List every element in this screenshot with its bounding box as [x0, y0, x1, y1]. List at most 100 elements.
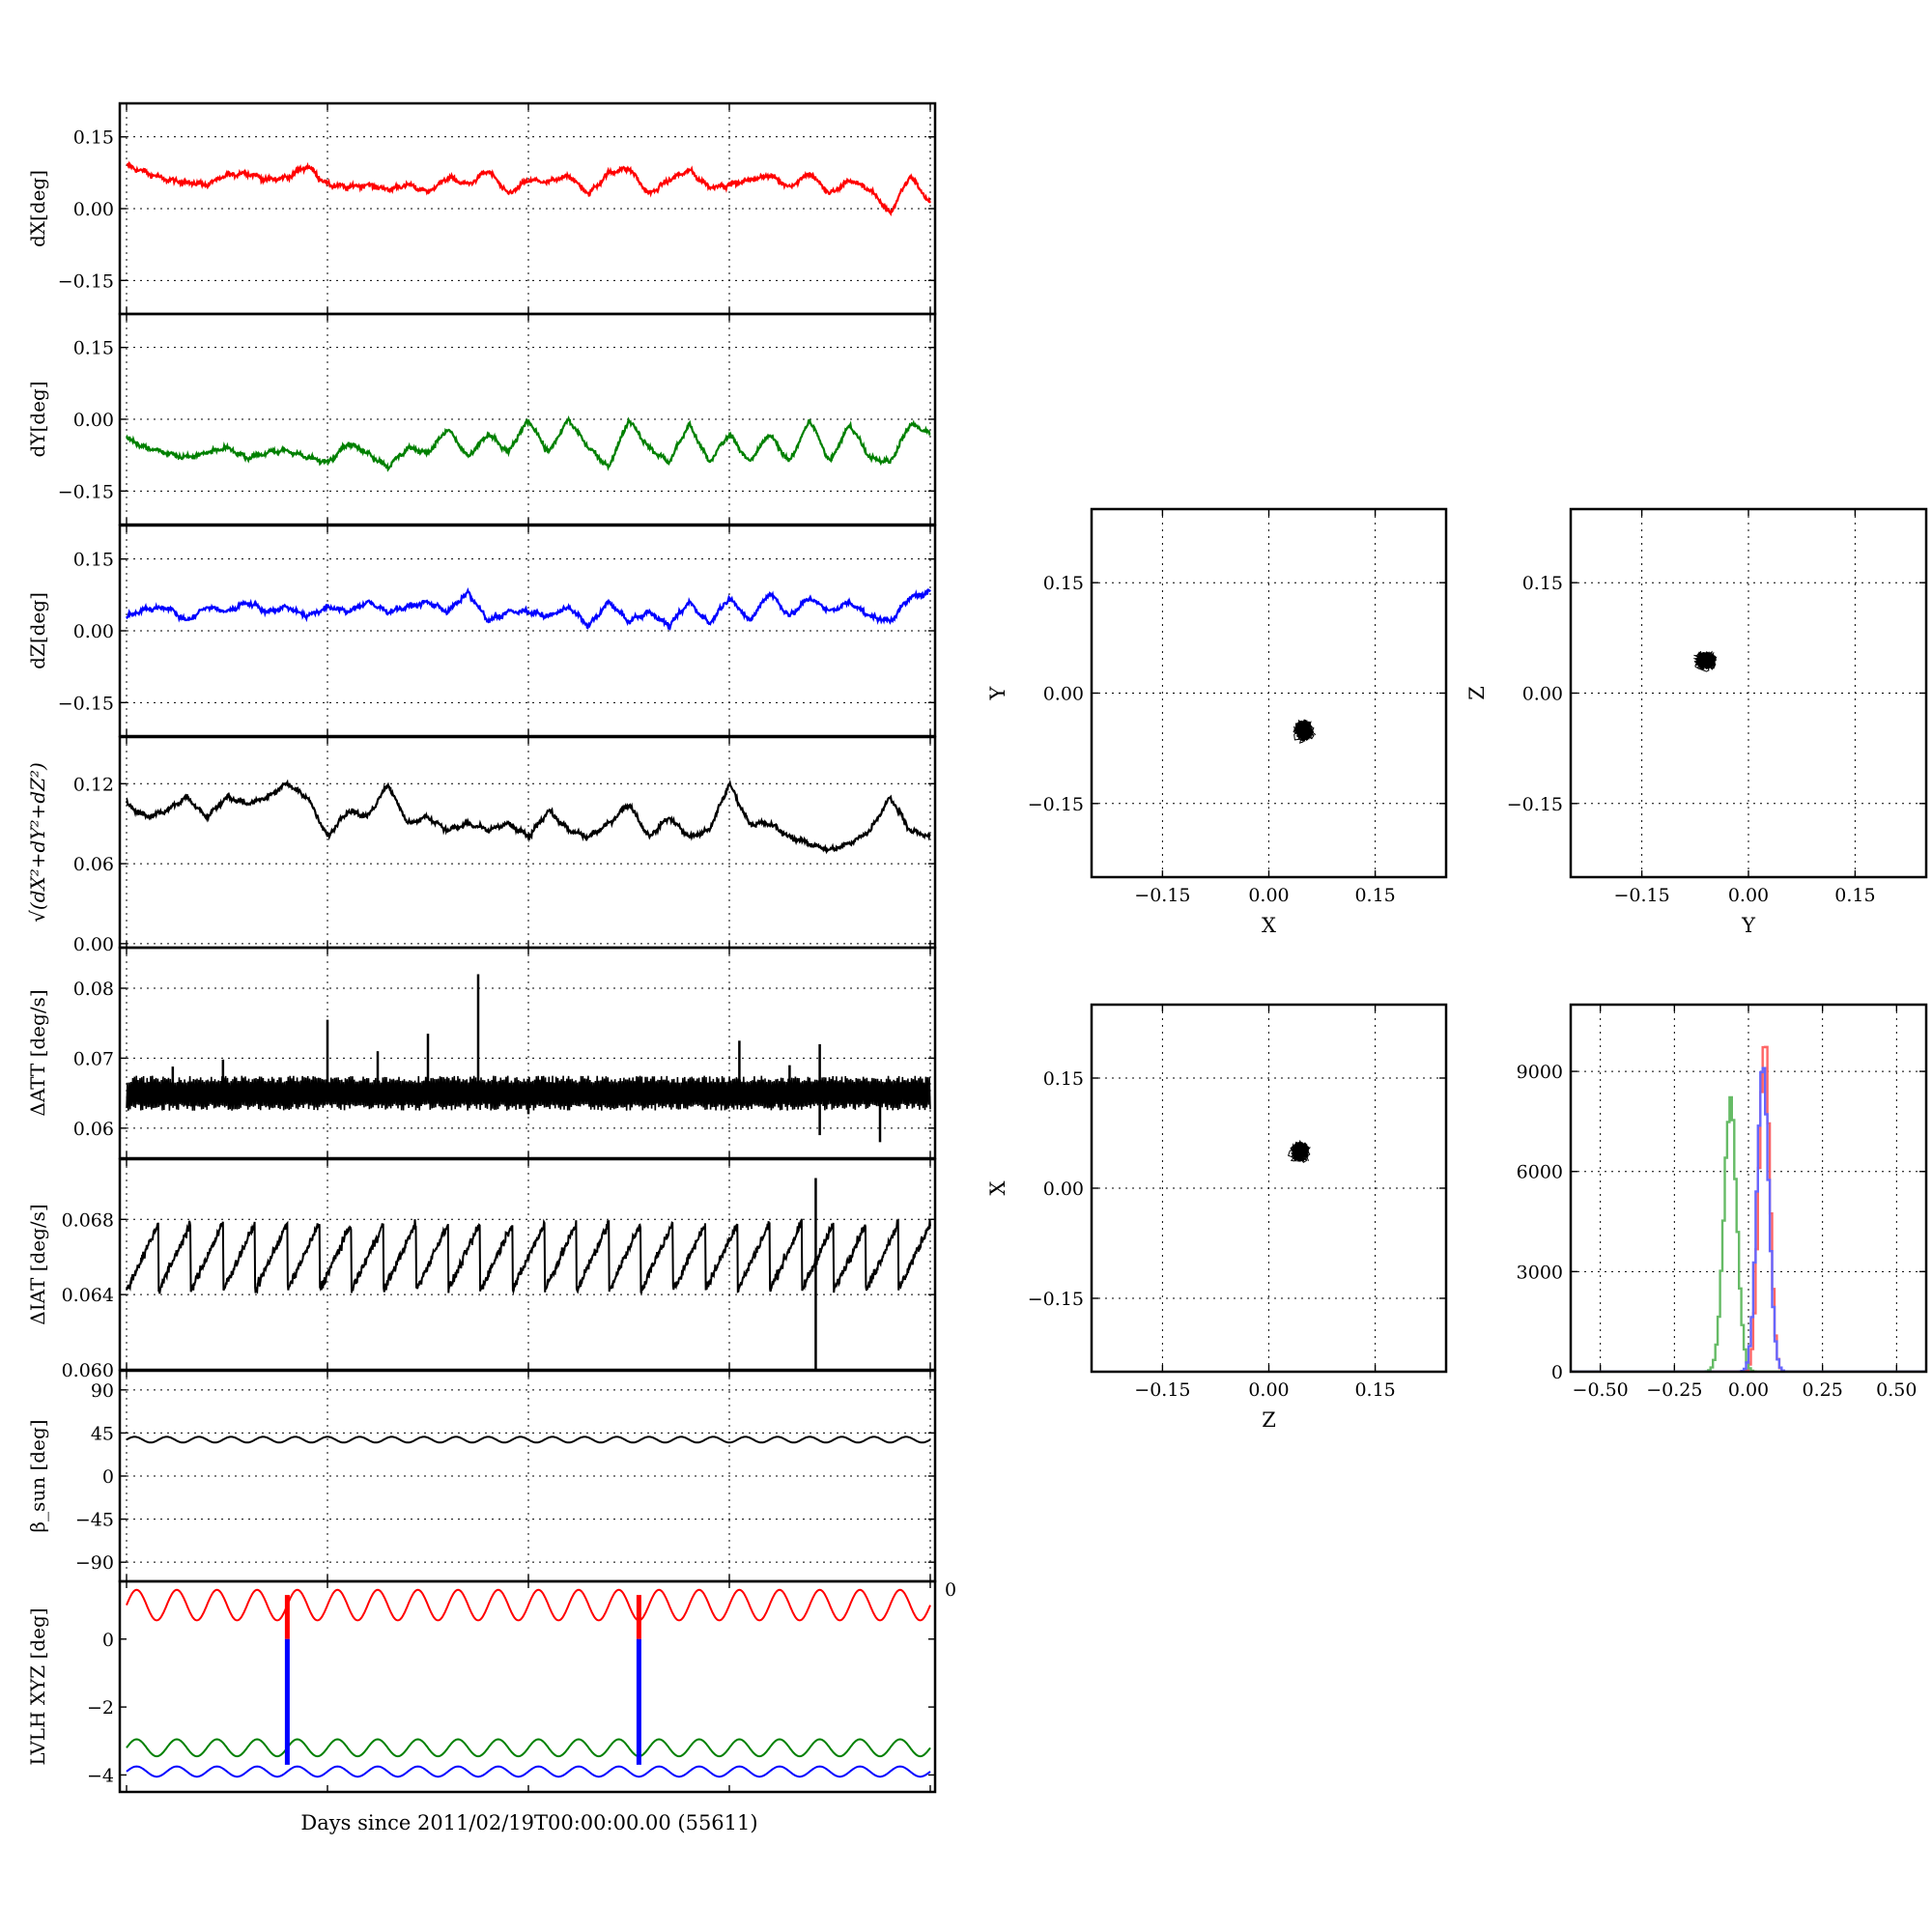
- plot-area: [126, 1588, 931, 1778]
- plot-area: [125, 779, 931, 855]
- panel-lvlh: 0 −2 −4 LVLH XYZ [deg]: [26, 1579, 937, 1794]
- panel-hist: −0.50 −0.25 0.00 0.25 0.50 9000 6000 3000 0: [1517, 1003, 1928, 1401]
- y-tick-label: 0.15: [1043, 1068, 1084, 1090]
- y-tick-label: 0.12: [73, 774, 114, 795]
- y-tick-label: 0.15: [73, 338, 114, 359]
- panel-mag: 0.12 0.06 0.00 √(dX²+dY²+dZ²): [26, 735, 937, 955]
- y-tick-label: 0.15: [73, 550, 114, 571]
- y-tick-label: 0.06: [73, 1119, 114, 1140]
- y-axis-label: LVLH XYZ [deg]: [26, 1607, 49, 1765]
- y-tick-label: −4: [87, 1765, 114, 1786]
- y-tick-label: 45: [91, 1423, 114, 1444]
- panel-zx: −0.15 0.00 0.15 −0.15 0.00 0.15 Z X: [986, 1003, 1448, 1432]
- y-tick-label: 0.15: [73, 128, 114, 149]
- y-tick-label: −0.15: [58, 481, 114, 502]
- plot-area: [126, 974, 931, 1143]
- x-axis-label: Z: [1262, 1408, 1276, 1432]
- y-tick-label: 6000: [1517, 1162, 1563, 1183]
- distribution-panels: −0.15 0.00 0.15 −0.15 0.00 0.15 X Y −0.15 0.00 0.1…: [986, 507, 1928, 1432]
- y-tick-label: 0.00: [73, 199, 114, 220]
- y-axis-label: Z: [1465, 686, 1489, 700]
- stray-tick-label: 0: [945, 1579, 956, 1601]
- panel-yz: −0.15 0.00 0.15 −0.15 0.00 0.15 Y Z: [1465, 507, 1928, 937]
- plot-area: [1692, 650, 1718, 672]
- y-tick-label: 0.00: [1043, 1179, 1084, 1200]
- panel-frame: [118, 735, 937, 950]
- plot-area: [126, 1435, 931, 1444]
- panel-xy: −0.15 0.00 0.15 −0.15 0.00 0.15 X Y: [986, 507, 1448, 937]
- trajectory-xy: [1293, 719, 1317, 744]
- y-tick-label: 0.07: [73, 1048, 114, 1069]
- time-axis-label: Days since 2011/02/19T00:00:00.00 (55611…: [300, 1811, 757, 1834]
- plot-area: [1287, 1139, 1312, 1163]
- series-line-lvlh: [126, 1765, 931, 1778]
- x-tick-label: −0.15: [1613, 885, 1669, 906]
- x-tick-label: −0.25: [1646, 1379, 1702, 1401]
- panel-datt: 0.08 0.07 0.06 ΔATT [deg/s]: [26, 946, 937, 1160]
- panel-frame: [1569, 507, 1928, 879]
- x-axis-label: Y: [1741, 914, 1756, 937]
- y-tick-label: 90: [91, 1380, 114, 1402]
- panel-diat: 0.068 0.064 0.060 ΔIAT [deg/s]: [26, 1157, 937, 1381]
- panel-frame: [118, 1579, 937, 1794]
- y-axis-label: √(dX²+dY²+dZ²): [26, 762, 49, 923]
- y-tick-label: 9000: [1517, 1062, 1563, 1083]
- y-axis-label: X: [986, 1180, 1009, 1195]
- time-series-panels: 0.15 0.00 −0.15 dX[deg] 0.15 0.00 −0.15 dY[deg]…: [26, 101, 937, 1794]
- series-line-dx: [126, 160, 931, 217]
- y-tick-label: 0.15: [1043, 573, 1084, 594]
- series-line-diat: [126, 1218, 931, 1295]
- y-tick-label: 0.00: [1043, 684, 1084, 705]
- x-tick-label: 0.50: [1876, 1379, 1917, 1401]
- x-tick-label: −0.15: [1134, 885, 1190, 906]
- y-tick-label: 0.06: [73, 854, 114, 875]
- x-axis-label: X: [1262, 914, 1276, 937]
- y-tick-label: 0.068: [62, 1209, 114, 1231]
- series-line-lvlh: [126, 1588, 931, 1622]
- y-axis-label: β_sun [deg]: [26, 1420, 49, 1533]
- panel-frame: [118, 946, 937, 1160]
- panel-frame: [1569, 1003, 1928, 1374]
- histogram-series: [1571, 1066, 1926, 1372]
- plot-area: [126, 587, 931, 632]
- y-tick-label: 0.00: [73, 621, 114, 642]
- series-line-lvlh: [126, 1738, 931, 1758]
- y-tick-label: 0.060: [62, 1360, 114, 1381]
- panel-dx: 0.15 0.00 −0.15 dX[deg]: [26, 101, 937, 316]
- y-tick-label: 0.15: [1522, 573, 1563, 594]
- x-tick-label: 0.00: [1248, 1379, 1289, 1401]
- y-tick-label: −0.15: [58, 693, 114, 714]
- panel-frame: [1090, 1003, 1448, 1374]
- plot-area: [1293, 719, 1317, 744]
- x-tick-label: 0.25: [1803, 1379, 1843, 1401]
- y-tick-label: −0.15: [1507, 794, 1563, 815]
- panel-frame: [1090, 507, 1448, 879]
- y-tick-label: 0.08: [73, 979, 114, 1000]
- y-tick-label: −0.15: [1028, 1289, 1084, 1310]
- y-tick-label: 3000: [1517, 1262, 1563, 1283]
- x-tick-label: 0.15: [1354, 1379, 1395, 1401]
- y-tick-label: 0.00: [73, 410, 114, 431]
- y-axis-label: ΔATT [deg/s]: [26, 989, 49, 1116]
- y-tick-label: −0.15: [58, 270, 114, 292]
- x-tick-label: 0.15: [1834, 885, 1875, 906]
- plot-area: [1571, 1045, 1926, 1372]
- y-tick-label: 0: [1551, 1362, 1563, 1383]
- plot-area: [126, 160, 931, 217]
- trajectory-zx: [1287, 1139, 1312, 1163]
- x-tick-label: 0.00: [1248, 885, 1289, 906]
- series-line-dz: [126, 587, 931, 632]
- x-tick-label: 0.00: [1728, 1379, 1769, 1401]
- plot-area: [125, 414, 931, 472]
- y-tick-label: 0.00: [1522, 684, 1563, 705]
- y-axis-label: dX[deg]: [26, 170, 49, 247]
- y-tick-label: 0.064: [62, 1285, 114, 1306]
- x-tick-label: −0.15: [1134, 1379, 1190, 1401]
- plot-area: [126, 1178, 931, 1370]
- histogram-series: [1571, 1095, 1926, 1372]
- trajectory-yz: [1692, 650, 1718, 672]
- y-tick-label: 0: [102, 1630, 114, 1651]
- panel-dy: 0.15 0.00 −0.15 dY[deg]: [26, 312, 937, 526]
- x-tick-label: 0.00: [1728, 885, 1769, 906]
